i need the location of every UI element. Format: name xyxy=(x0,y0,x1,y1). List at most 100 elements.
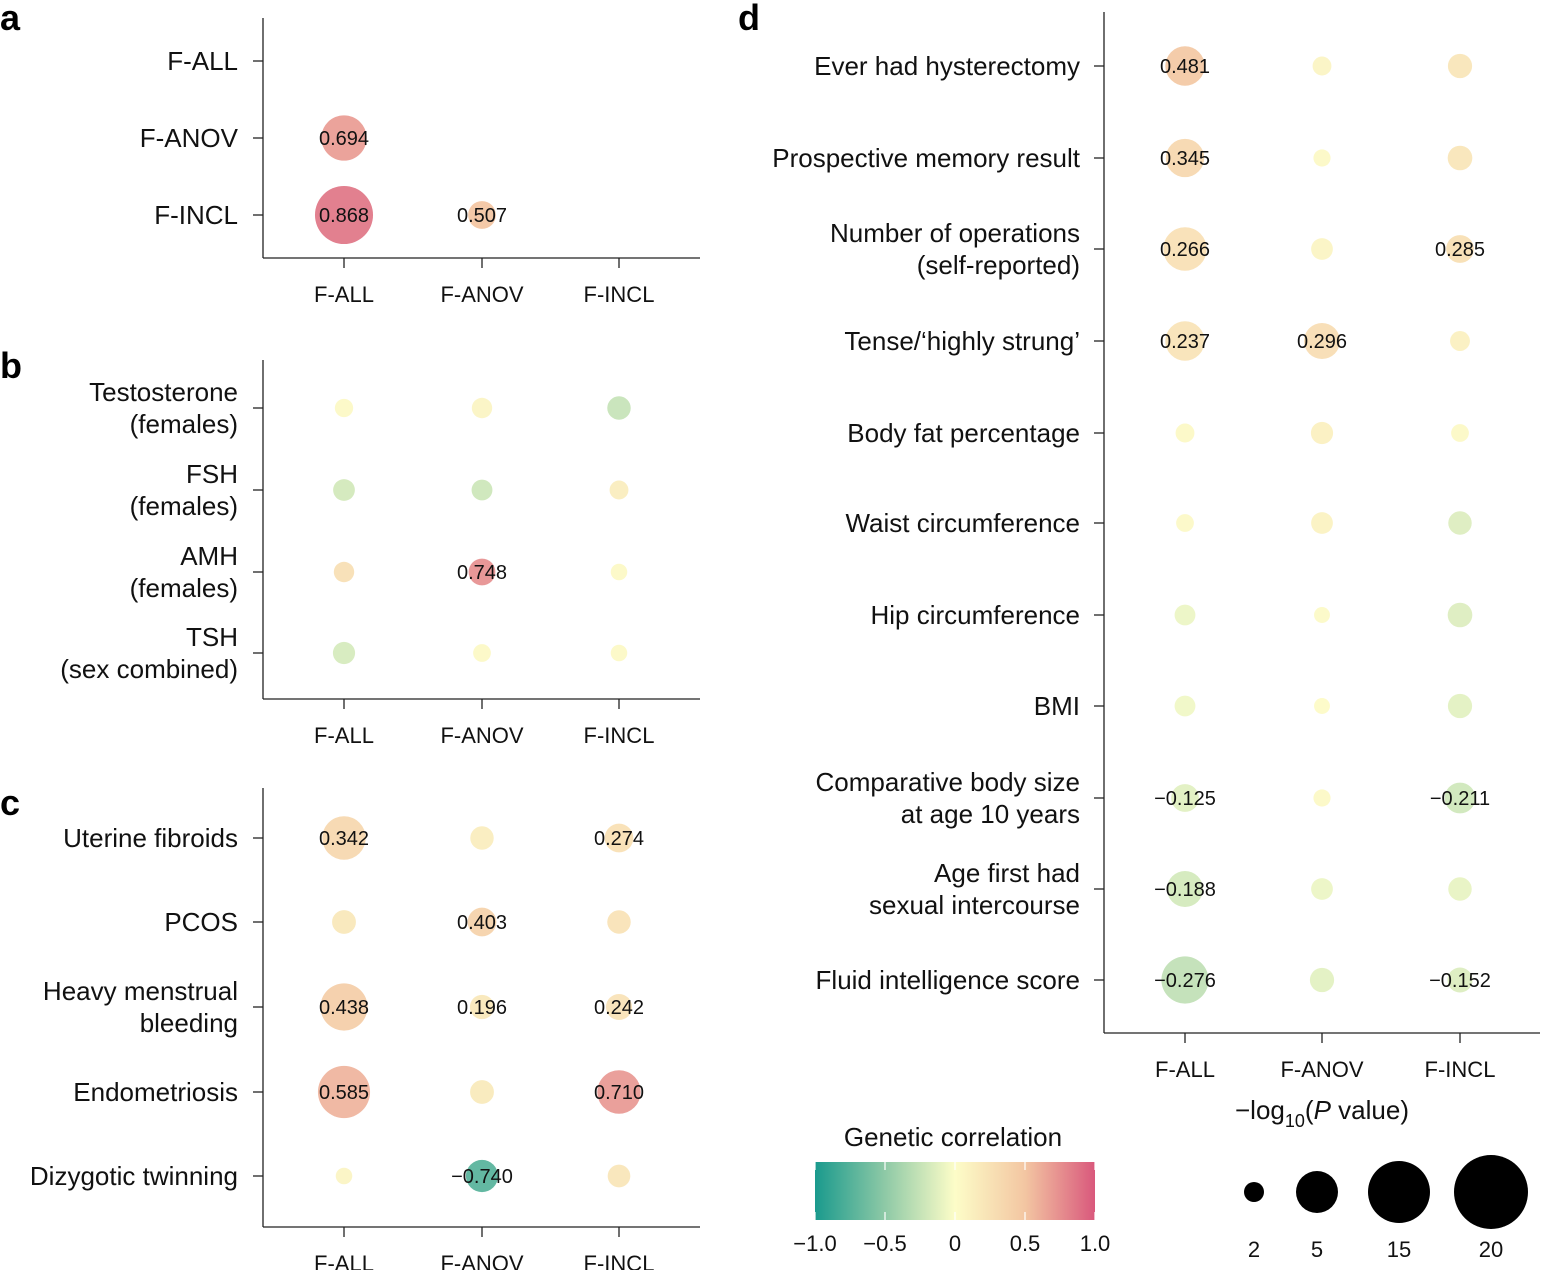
bubble xyxy=(1165,321,1205,361)
row-label: FSH (females) xyxy=(130,459,238,521)
bubble xyxy=(1309,967,1335,993)
bubble xyxy=(1447,967,1473,993)
bubble xyxy=(1163,227,1207,271)
bubble xyxy=(1176,514,1194,532)
bubble-value-label: 0.585 xyxy=(319,1082,369,1104)
size-legend: −log10(P value) 2 5 15 20 xyxy=(1235,1095,1528,1262)
bubble xyxy=(1447,53,1473,79)
bubble xyxy=(607,910,631,934)
size-legend-label: 20 xyxy=(1479,1237,1503,1262)
col-label: F-ALL xyxy=(314,282,374,307)
bubble xyxy=(1313,789,1331,807)
colorbar-gradient xyxy=(815,1162,1095,1220)
bubble xyxy=(468,201,496,229)
bubble-value-label: −0.276 xyxy=(1154,970,1216,992)
row-label: F-ANOV xyxy=(140,123,239,153)
bubble-value-label: 0.507 xyxy=(457,205,507,227)
bubble xyxy=(1447,145,1473,171)
bubble xyxy=(1314,698,1330,714)
bubble xyxy=(610,563,628,581)
row-label: Dizygotic twinning xyxy=(30,1161,238,1191)
bubble xyxy=(610,644,628,662)
bubble xyxy=(605,993,633,1021)
row-label: Heavy menstrual bleeding xyxy=(43,976,238,1038)
colorbar-legend: Genetic correlation −1.0 −0.5 0 0.5 1.0 xyxy=(793,1122,1110,1256)
bubble xyxy=(1448,511,1472,535)
bubble xyxy=(1166,870,1204,908)
panel-a: a F-ALL F-ANOV F-INCL F-ALL F-ANOV F-INCL 0.694… xyxy=(0,0,700,307)
bubble xyxy=(332,910,356,934)
bubble xyxy=(1311,238,1333,260)
row-label: BMI xyxy=(1034,691,1080,721)
bubble-value-label: −0.211 xyxy=(1430,788,1490,810)
colorbar-title: Genetic correlation xyxy=(844,1122,1062,1152)
bubble xyxy=(334,398,354,418)
bubble xyxy=(333,479,355,501)
row-label: Number of operations (self-reported) xyxy=(830,218,1080,280)
col-label: F-INCL xyxy=(1425,1057,1496,1082)
bubble-value-label: 0.296 xyxy=(1297,331,1347,353)
col-label: F-ALL xyxy=(1155,1057,1215,1082)
row-label: Endometriosis xyxy=(73,1077,238,1107)
bubble xyxy=(1311,878,1333,900)
bubble-value-label: 0.196 xyxy=(457,997,507,1019)
size-legend-label: 15 xyxy=(1387,1237,1411,1262)
size-legend-circle xyxy=(1296,1171,1338,1213)
bubble xyxy=(1174,604,1196,626)
bubble xyxy=(607,396,631,420)
bubble-value-label: 0.266 xyxy=(1160,239,1210,261)
bubble xyxy=(1314,607,1330,623)
bubble xyxy=(1450,331,1470,351)
bubble-value-label: 0.342 xyxy=(319,828,369,850)
bubble xyxy=(468,558,496,586)
bubble xyxy=(1312,56,1332,76)
bubble xyxy=(1171,784,1199,812)
bubble xyxy=(1444,782,1476,814)
col-label: F-INCL xyxy=(584,282,655,307)
bubble-value-label: −0.125 xyxy=(1154,788,1216,810)
bubble xyxy=(471,397,493,419)
row-label: Comparative body size at age 10 years xyxy=(816,767,1080,829)
row-label: Ever had hysterectomy xyxy=(814,51,1080,81)
row-label: F-ALL xyxy=(167,46,238,76)
bubble-value-label: −0.740 xyxy=(451,1166,513,1188)
colorbar-tick-label: 1.0 xyxy=(1080,1231,1111,1256)
bubble xyxy=(321,115,367,161)
bubble xyxy=(597,1070,641,1114)
bubble xyxy=(335,1167,353,1185)
size-legend-label: 2 xyxy=(1248,1237,1260,1262)
bubble xyxy=(1165,138,1205,178)
bubble xyxy=(470,1080,494,1104)
col-label: F-ALL xyxy=(314,1251,374,1270)
size-legend-title-suffix: value) xyxy=(1331,1095,1409,1125)
bubble-value-label: −0.152 xyxy=(1429,970,1491,992)
row-label: Body fat percentage xyxy=(847,418,1080,448)
col-label: F-INCL xyxy=(584,723,655,748)
row-label: Testosterone (females) xyxy=(89,377,238,439)
bubble xyxy=(320,983,368,1031)
colorbar-tick-label: 0 xyxy=(949,1231,961,1256)
bubble xyxy=(314,185,374,245)
bubble-value-label: −0.188 xyxy=(1154,879,1216,901)
row-label: Tense/‘highly strung’ xyxy=(844,326,1080,356)
bubble xyxy=(1174,695,1196,717)
col-label: F-ANOV xyxy=(440,282,523,307)
panel-label-c: c xyxy=(0,782,20,823)
col-label: F-ANOV xyxy=(1280,1057,1363,1082)
bubble xyxy=(1161,956,1209,1004)
bubble xyxy=(470,826,494,850)
bubble xyxy=(473,644,491,662)
row-label: TSH (sex combined) xyxy=(60,622,238,684)
bubble-value-label: 0.242 xyxy=(594,997,644,1019)
col-label: F-ALL xyxy=(314,723,374,748)
panel-label-d: d xyxy=(738,0,760,38)
bubble xyxy=(604,823,634,853)
bubble-value-label: 0.868 xyxy=(319,205,369,227)
bubble xyxy=(469,994,495,1020)
size-legend-circle xyxy=(1244,1182,1264,1202)
bubble xyxy=(1447,693,1473,719)
colorbar-tick-label: −1.0 xyxy=(793,1231,836,1256)
row-label: Uterine fibroids xyxy=(63,823,238,853)
